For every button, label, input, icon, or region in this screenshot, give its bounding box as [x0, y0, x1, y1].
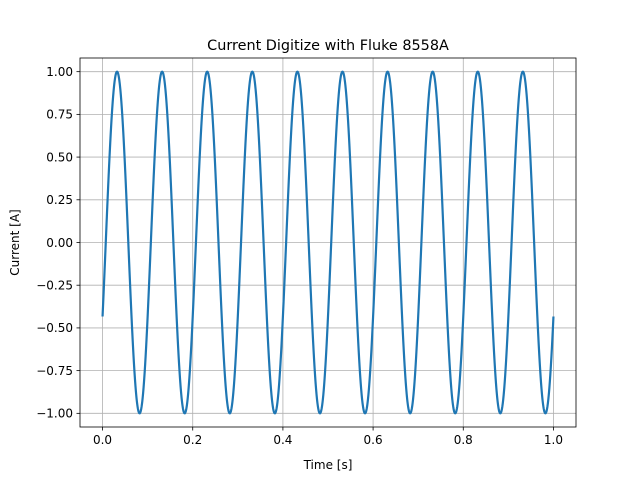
y-tick-label: 0.00 — [46, 236, 73, 250]
y-tick-label: 1.00 — [46, 65, 73, 79]
x-tick-label: 0.8 — [454, 433, 473, 447]
x-tick-label: 0.2 — [183, 433, 202, 447]
y-axis-ticks: −1.00 −0.75 −0.50 −0.25 0.00 0.25 0.50 0.75 1.00 — [36, 65, 80, 421]
x-tick-label: 0.4 — [273, 433, 292, 447]
x-tick-label: 0.0 — [93, 433, 112, 447]
x-tick-label: 0.6 — [364, 433, 383, 447]
x-tick-label: 1.0 — [544, 433, 563, 447]
y-tick-label: −0.75 — [36, 364, 73, 378]
series-layer — [101, 70, 555, 415]
grid — [80, 58, 576, 427]
chart-title: Current Digitize with Fluke 8558A — [207, 38, 449, 54]
y-tick-label: −1.00 — [36, 407, 73, 421]
y-tick-label: −0.25 — [36, 279, 73, 293]
y-tick-label: 0.75 — [46, 108, 73, 122]
y-tick-label: 0.50 — [46, 150, 73, 164]
y-tick-label: 0.25 — [46, 193, 73, 207]
x-axis-label: Time [s] — [303, 458, 353, 472]
series-line — [101, 70, 555, 415]
y-axis-label: Current [A] — [8, 209, 22, 275]
x-axis-ticks: 0.0 0.2 0.4 0.6 0.8 1.0 — [93, 427, 563, 447]
y-tick-label: −0.50 — [36, 321, 73, 335]
